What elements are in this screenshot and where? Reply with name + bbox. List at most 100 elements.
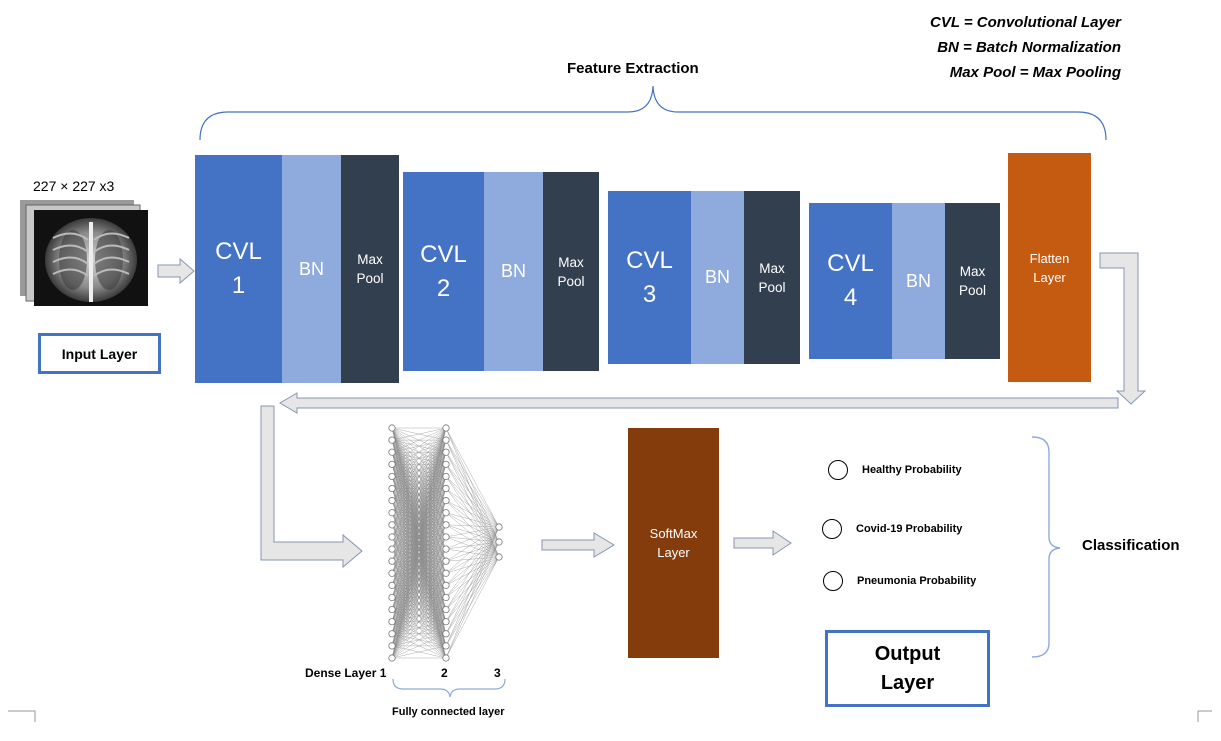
input-layer-label: Input Layer [61, 345, 138, 362]
dense-connection [391, 440, 447, 659]
dense-connection [391, 427, 447, 501]
healthy-output-node [828, 460, 848, 480]
dense-connection [445, 556, 500, 574]
dense-connection [445, 541, 500, 550]
dense-connection [391, 597, 447, 659]
dense-neuron-layer-1 [388, 654, 396, 662]
bn-3-block: BN [691, 191, 744, 364]
dense-connection [445, 556, 500, 622]
output-layer-label: Output Layer [874, 642, 941, 694]
dense-connection [445, 556, 500, 610]
dense-neuron-layer-1 [388, 581, 396, 589]
dense-connection [445, 464, 500, 543]
dense-connection [391, 645, 447, 659]
dense-connection [445, 526, 500, 634]
dense-neuron-layer-2 [442, 557, 450, 565]
dense-connection [445, 500, 500, 558]
dense-connection [445, 524, 500, 558]
dense-connection [445, 541, 500, 586]
dense-connection [445, 427, 500, 528]
dense-connection [391, 621, 447, 659]
dense-neuron-layer-1 [388, 424, 396, 432]
dense-connection [445, 440, 500, 528]
dense-connection [445, 541, 500, 610]
dense-connection [391, 427, 447, 489]
dense-neuron-layer-2 [442, 472, 450, 481]
dense-neuron-layer-1 [388, 436, 396, 444]
dense-neuron-layer-2 [442, 618, 450, 626]
maxpool-3-block: Max Pool [744, 191, 800, 364]
dense-neuron-layer-2 [442, 533, 450, 541]
classification-label: Classification [1082, 537, 1180, 554]
dense-connection [445, 536, 500, 558]
dense-connection [445, 524, 500, 528]
dense-connection [445, 536, 500, 543]
covid-output-node [822, 519, 842, 539]
dense-neuron-layer-2 [442, 605, 450, 614]
block-arrow-right-icon [541, 532, 615, 558]
dense-connection [445, 541, 500, 622]
dense-neuron-layer-1 [388, 521, 396, 529]
dense-connection [445, 526, 500, 562]
dense-neuron-layer-3 [495, 523, 503, 531]
dense-neuron-layer-1 [388, 630, 396, 638]
dense-connection [445, 526, 500, 550]
bn-2-block: BN [484, 172, 543, 371]
pneumonia-probability-label: Pneumonia Probability [857, 575, 977, 587]
dense-connection [445, 526, 500, 622]
dense-neuron-layer-1 [388, 448, 396, 456]
dense-connection [445, 488, 500, 528]
block-arrow-bend-icon [260, 405, 363, 569]
softmax-layer-block: SoftMax Layer [628, 428, 719, 658]
dense-neuron-layer-1 [388, 557, 396, 565]
dense-connection [445, 524, 500, 543]
dense-neuron-layer-2 [442, 436, 450, 444]
dense-neuron-layer-2 [442, 581, 450, 589]
dense-connection [445, 526, 500, 586]
dense-layer-3-label: 3 [494, 666, 501, 680]
dense-connection [445, 427, 500, 543]
dense-connection [445, 512, 500, 543]
dense-connection [391, 427, 447, 453]
dense-connection [445, 556, 500, 598]
dense-layer-1-label: Dense Layer 1 [305, 666, 387, 680]
dense-connection [391, 633, 447, 659]
dense-neuron-layer-2 [442, 593, 450, 602]
bn-1-block: BN [282, 155, 341, 383]
dense-neuron-layer-1 [388, 642, 396, 650]
dense-connection [391, 476, 447, 659]
dense-connection [391, 427, 447, 538]
block-arrow-right-icon [733, 530, 792, 556]
dense-neuron-layer-2 [442, 460, 450, 468]
dense-layer-2-label: 2 [441, 666, 448, 680]
block-arrow-right-icon [157, 257, 195, 285]
dense-connection [445, 548, 500, 558]
dense-connection [445, 476, 500, 528]
cvl-1-block: CVL 1 [195, 155, 282, 383]
dense-connection [391, 427, 447, 513]
legend-line-2: BN = Batch Normalization [937, 39, 1121, 56]
dense-connection [445, 541, 500, 562]
dense-connection [445, 556, 500, 646]
dense-neuron-layer-1 [388, 472, 396, 481]
legend-line-1: CVL = Convolutional Layer [929, 14, 1121, 31]
dense-neuron-layer-1 [388, 497, 396, 505]
dense-neuron-layer-1 [388, 569, 396, 577]
dense-connection [445, 526, 500, 538]
feature-extraction-label: Feature Extraction [567, 60, 699, 77]
output-layer-box: Output Layer [825, 630, 990, 707]
dense-connection [391, 512, 447, 659]
dense-connection [445, 526, 500, 659]
dense-neuron-layer-2 [442, 448, 450, 456]
dense-connection [445, 526, 500, 574]
dense-neuron-layer-3 [495, 553, 503, 561]
healthy-probability-label: Healthy Probability [862, 464, 962, 476]
dense-neuron-layer-3 [495, 538, 503, 546]
dense-connection [391, 488, 447, 659]
dense-connection [445, 500, 500, 543]
dense-connection [391, 427, 447, 550]
bn-4-block: BN [892, 203, 945, 359]
dense-connection [391, 548, 447, 659]
